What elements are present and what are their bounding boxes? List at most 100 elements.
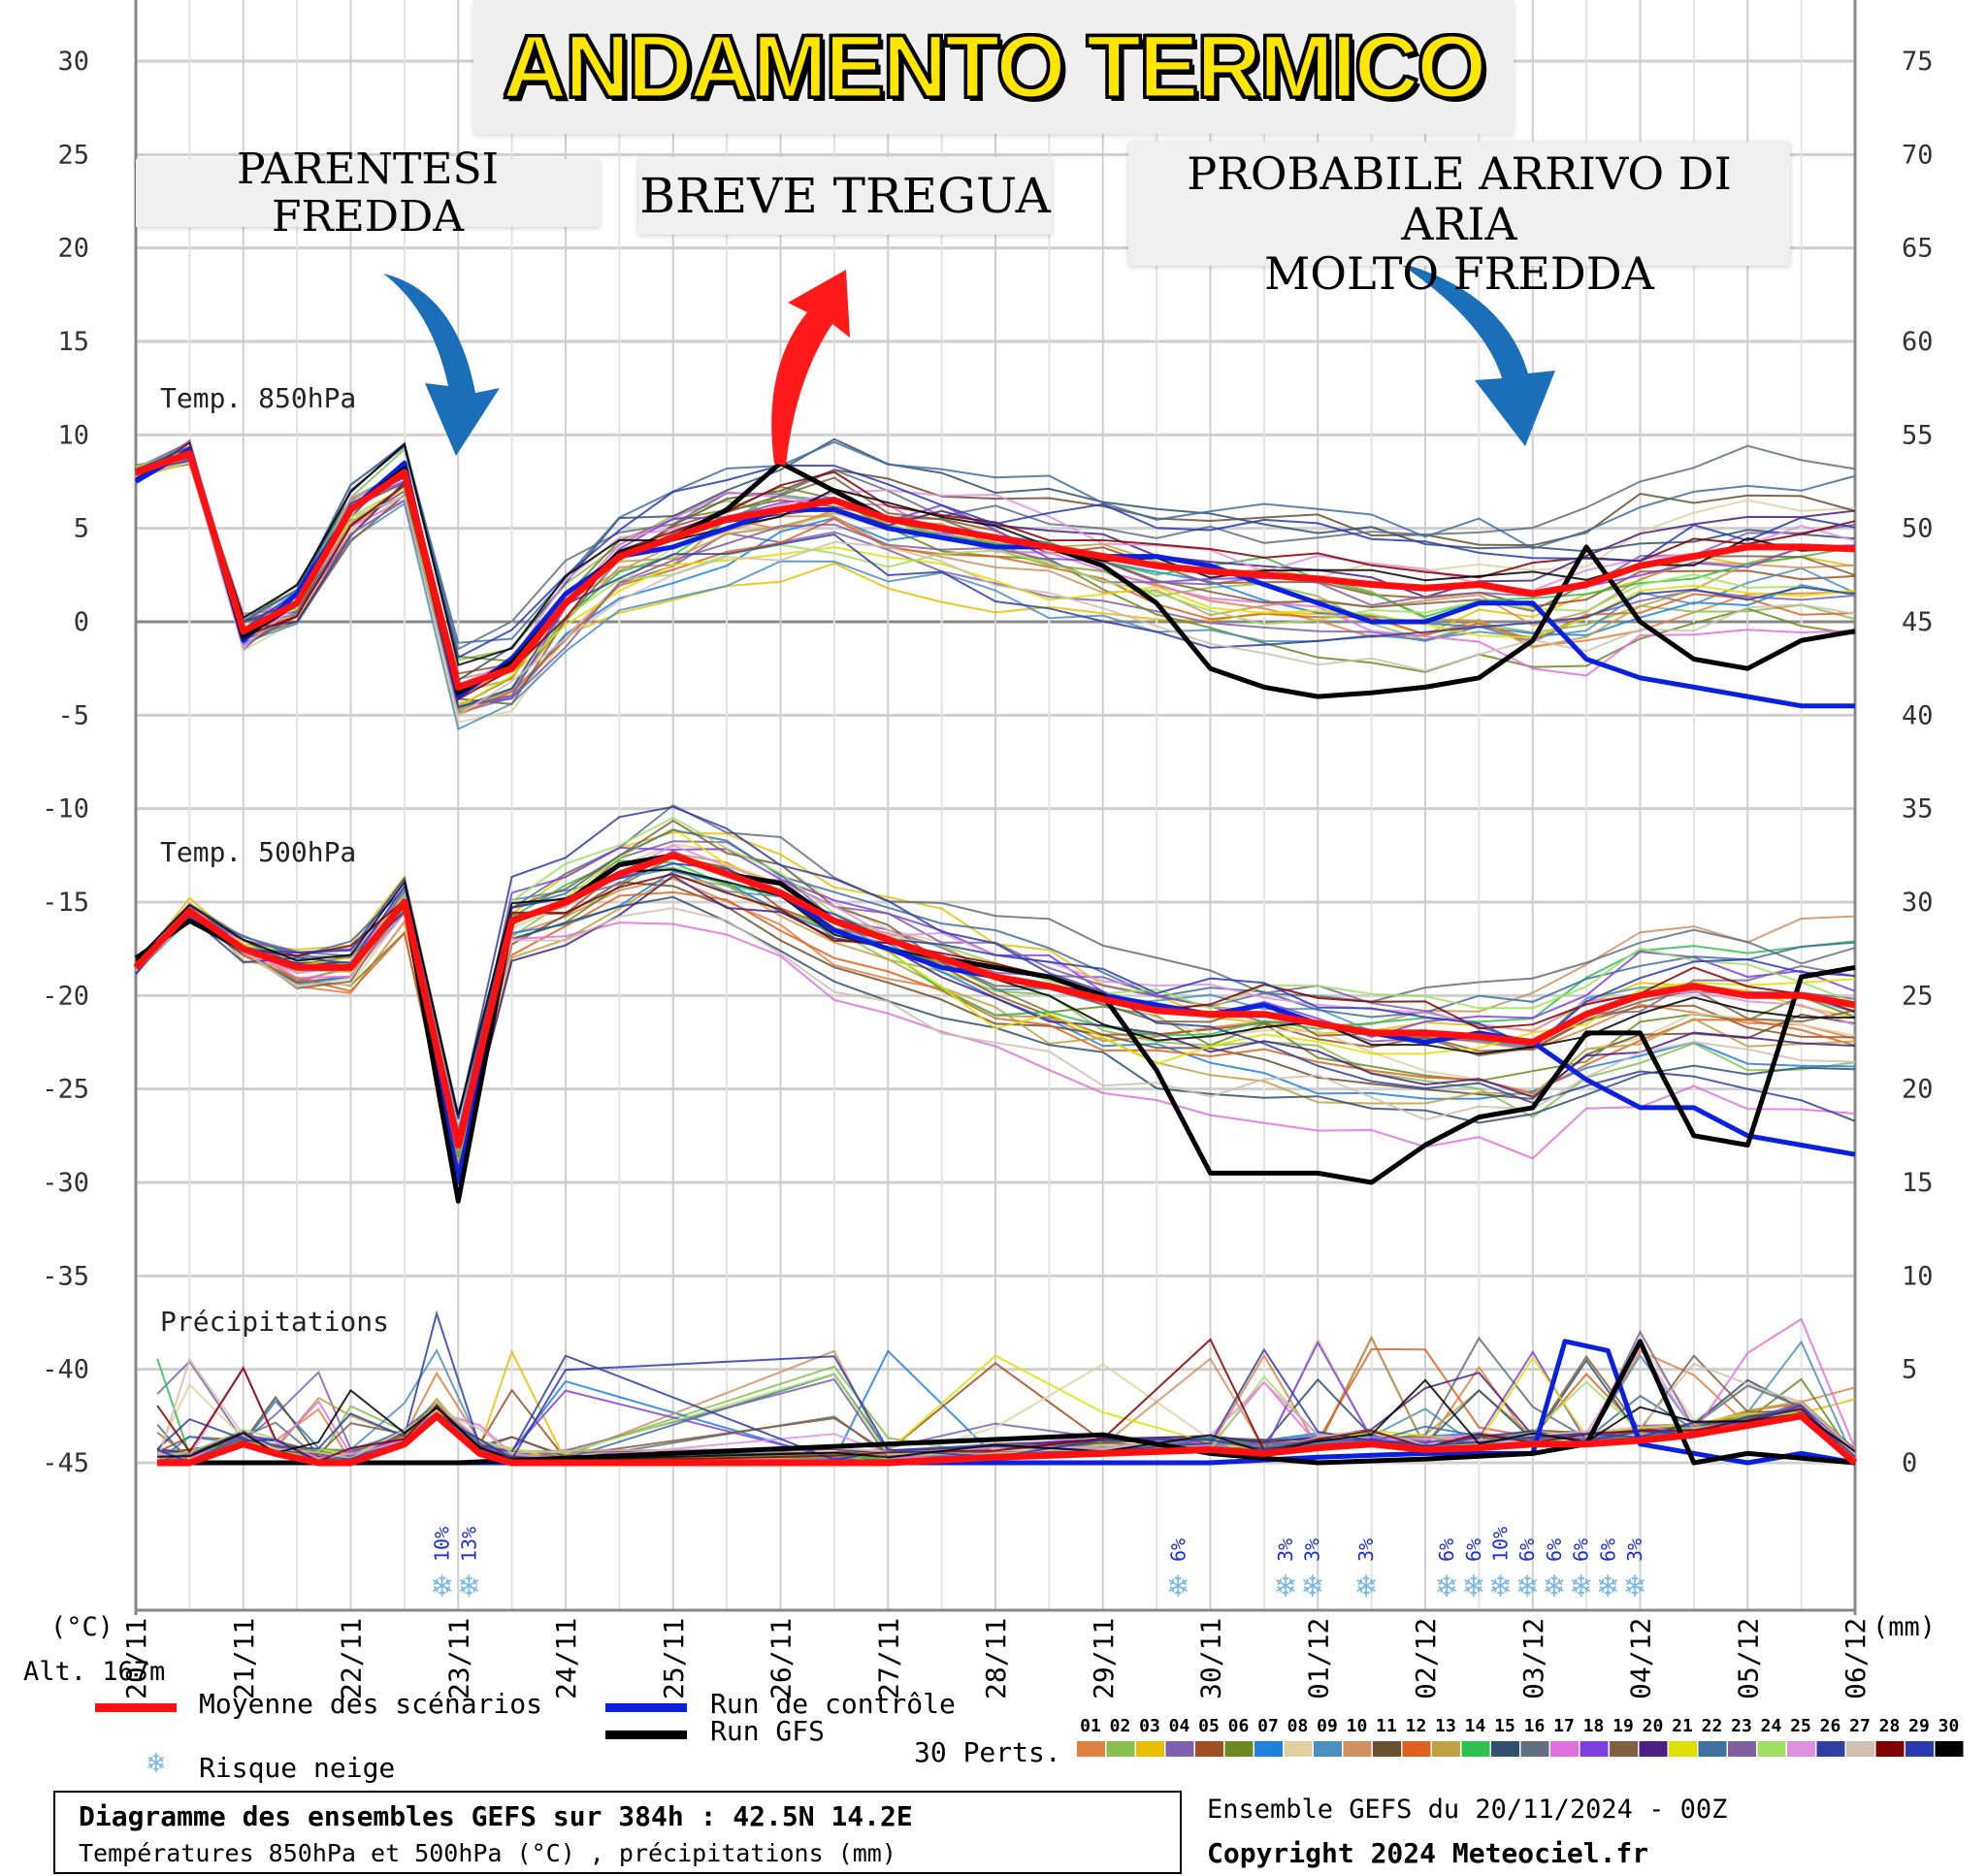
x-tick-label: 02/12 [1410,1618,1442,1699]
pert-color-swatch [1816,1741,1845,1757]
snowflake-icon: ❄ [459,1567,478,1605]
pert-color-swatch [1875,1741,1905,1757]
y-tick-right: 30 [1902,888,1934,918]
snow-risk-markers: 10%❄13%❄6%❄3%❄3%❄3%❄6%❄6%❄10%❄6%❄6%❄6%❄6… [431,1527,1646,1605]
y-tick-left: -40 [42,1355,89,1385]
pert-number: 14 [1465,1716,1486,1736]
altitude-label: Alt. 167m [23,1657,165,1687]
panel-label: Temp. 850hPa [160,382,356,414]
panel-label: Temp. 500hPa [160,836,356,868]
series-line [134,450,1856,691]
y-tick-left: -20 [42,981,89,1011]
x-tick-label: 05/12 [1732,1618,1764,1699]
y-tick-left: 0 [74,607,89,637]
x-tick-label: 27/11 [872,1618,904,1699]
pert-color-swatch [1254,1741,1283,1757]
snowflake-icon: ❄ [1517,1567,1537,1605]
pert-color-swatch [1224,1741,1254,1757]
ensemble-member-line [135,440,1856,644]
annotation-cold-parenthesis-text: PARENTESI FREDDA [236,144,500,242]
y-tick-left: 30 [57,47,89,77]
y-tick-right: 10 [1902,1261,1934,1291]
snowflake-icon: ❄ [432,1567,451,1605]
pert-color-swatch [1195,1741,1223,1757]
snowflake-icon: ❄ [1356,1567,1376,1605]
pert-number: 18 [1583,1716,1605,1736]
pert-number: 15 [1494,1716,1515,1736]
pert-number: 22 [1702,1716,1723,1736]
x-tick-label: 24/11 [550,1618,582,1699]
y-tick-left: 25 [57,140,89,170]
ensemble-member-line [135,462,1856,717]
y-tick-left: -30 [42,1168,89,1198]
y-unit-right: (mm) [1873,1612,1936,1642]
legend-perts-label: 30 Perts. [914,1736,1061,1768]
snowflake-icon: ❄ [1598,1567,1617,1605]
pert-color-swatch [1935,1741,1964,1757]
pert-number: 02 [1110,1716,1131,1736]
y-tick-right: 15 [1902,1168,1934,1198]
pert-number: 09 [1317,1716,1338,1736]
arrow-down-icon [1397,262,1555,446]
pert-number: 25 [1790,1716,1811,1736]
snow-risk-percent: 6% [1570,1538,1593,1562]
y-unit-left: (°C) [50,1612,114,1642]
pert-number: 19 [1612,1716,1634,1736]
series-line [134,853,1856,1204]
legend-control-label: Run de contrôle [710,1688,956,1720]
snowflake-icon: ❄ [1302,1567,1321,1605]
panel-label: Précipitations [160,1306,389,1338]
legend-control-swatch [605,1703,687,1712]
snowflake-icon: ❄ [1490,1567,1510,1605]
pert-number: 26 [1820,1716,1841,1736]
x-tick-label: 22/11 [336,1618,368,1699]
pert-number: 13 [1435,1716,1456,1736]
run-info: Ensemble GEFS du 20/11/2024 - 00Z [1207,1795,1728,1825]
pert-number: 24 [1761,1716,1782,1736]
pert-number: 11 [1376,1716,1397,1736]
snow-risk-percent: 3% [1623,1538,1646,1562]
x-tick-label: 23/11 [442,1618,474,1699]
legend-mean-label: Moyenne des scénarios [199,1688,543,1720]
chart-title: ANDAMENTO TERMICO [501,16,1487,117]
title-banner: ANDAMENTO TERMICO [473,0,1514,134]
footer-subtitle: Températures 850hPa et 500hPa (°C) , pré… [79,1839,896,1867]
snowflake-icon: ❄ [1276,1567,1295,1605]
x-tick-label: 06/12 [1840,1618,1872,1699]
legend-gfs-label: Run GFS [710,1715,826,1747]
pert-color-swatch [1314,1741,1342,1757]
legend-gfs-swatch [605,1730,687,1739]
x-tick-label: 04/12 [1625,1618,1657,1699]
pert-color-swatch [1550,1741,1579,1757]
annotation-arrows [383,262,1555,466]
y-tick-right: 20 [1902,1075,1934,1105]
pert-color-swatch [1165,1741,1194,1757]
arrow-down-icon [383,274,500,456]
pert-color-swatch [1461,1741,1490,1757]
snow-risk-percent: 3% [1301,1538,1324,1562]
pert-number: 28 [1879,1716,1901,1736]
y-tick-left: -25 [42,1075,89,1105]
y-tick-left: 10 [57,420,89,450]
annotation-short-truce: BREVE TREGUA [638,157,1052,235]
y-tick-right: 25 [1902,981,1934,1011]
annotation-cold-air: PROBABILE ARRIVO DI ARIA MOLTO FREDDA [1128,142,1790,299]
snow-risk-percent: 6% [1596,1538,1619,1562]
snow-risk-percent: 6% [1166,1538,1189,1562]
y-tick-left: -15 [42,888,89,918]
pert-number: 30 [1938,1716,1960,1736]
y-tick-right: 45 [1902,607,1934,637]
pert-color-swatch [1136,1741,1164,1757]
snowflake-icon: ❄ [1437,1567,1456,1605]
snowflake-icon: ❄ [1464,1567,1483,1605]
x-tick-label: 26/11 [765,1618,798,1699]
y-tick-right: 55 [1902,420,1934,450]
pert-color-swatch [1106,1741,1135,1757]
y-tick-left: -10 [42,794,89,825]
y-tick-left: 15 [57,327,89,357]
copyright: Copyright 2024 Meteociel.fr [1207,1837,1649,1869]
y-tick-right: 35 [1902,794,1934,825]
x-tick-label: 25/11 [658,1618,690,1699]
footer-title: Diagramme des ensembles GEFS sur 384h : … [79,1800,913,1832]
